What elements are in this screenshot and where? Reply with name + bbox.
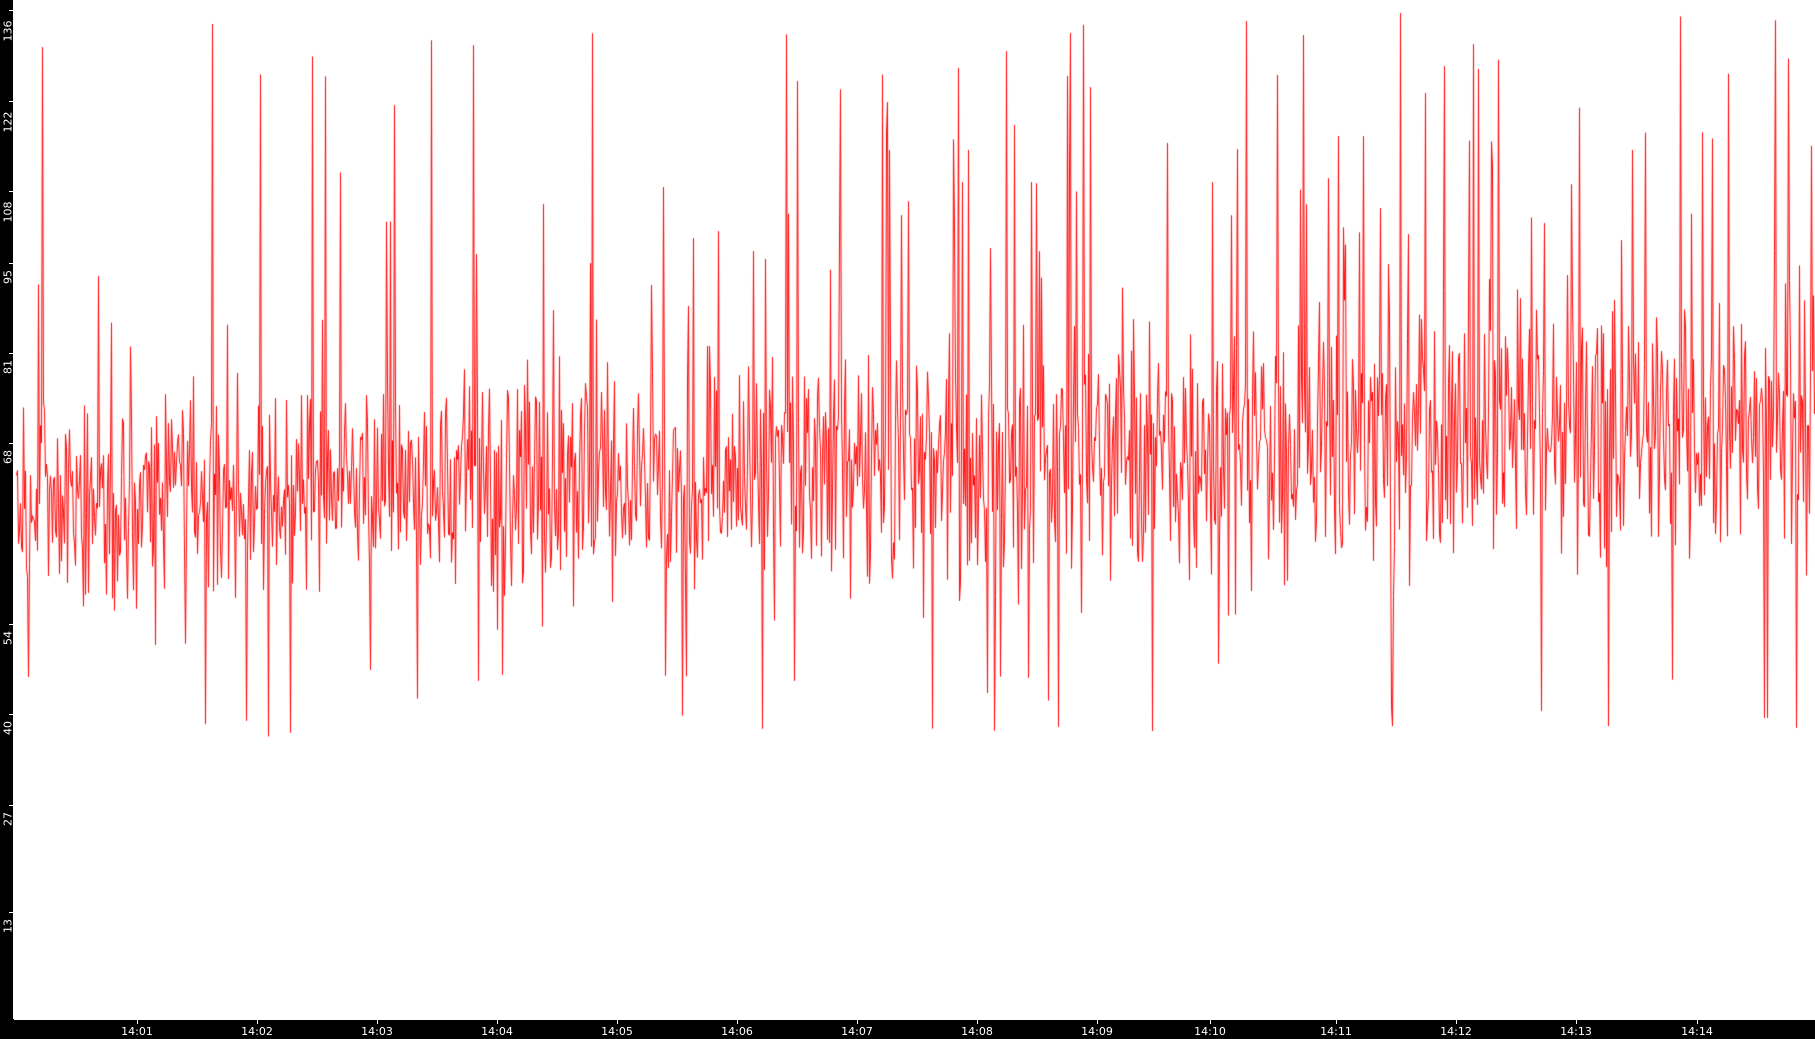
x-tick-mark: [977, 1019, 978, 1024]
x-tick-mark: [1336, 1019, 1337, 1024]
y-tick-label: 136: [1, 20, 15, 42]
y-tick-label: 13: [1, 919, 15, 933]
y-tick-mark: [9, 805, 14, 806]
y-tick-mark: [9, 443, 14, 444]
x-tick-mark: [857, 1019, 858, 1024]
x-tick-mark: [1697, 1019, 1698, 1024]
x-tick-mark: [737, 1019, 738, 1024]
x-tick-label: 14:08: [961, 1025, 993, 1038]
y-tick-label: 54: [1, 631, 15, 645]
x-tick-label: 14:03: [361, 1025, 393, 1038]
x-axis-line: [0, 1019, 1815, 1020]
value-axis: 136122108958168544027130: [0, 0, 15, 1030]
y-axis-line: [13, 0, 14, 1019]
x-tick-mark: [1576, 1019, 1577, 1024]
axis-origin-corner: [0, 1019, 14, 1039]
y-tick-label: 95: [1, 270, 15, 284]
x-tick-label: 14:07: [841, 1025, 873, 1038]
y-tick-mark: [9, 10, 14, 11]
time-axis: 14:01 14:02 14:03 14:04 14:05 14:06 14:07 14:08…: [0, 1019, 1815, 1039]
y-tick-mark: [9, 263, 14, 264]
y-tick-mark: [9, 101, 14, 102]
x-tick-mark: [1210, 1019, 1211, 1024]
x-tick-mark: [1456, 1019, 1457, 1024]
x-tick-label: 14:10: [1194, 1025, 1226, 1038]
y-tick-label: 122: [1, 111, 15, 133]
x-tick-label: 14:05: [601, 1025, 633, 1038]
y-tick-mark: [9, 912, 14, 913]
x-tick-mark: [1097, 1019, 1098, 1024]
y-tick-mark: [9, 624, 14, 625]
y-tick-label: 108: [1, 201, 15, 223]
x-tick-label: 14:14: [1681, 1025, 1713, 1038]
x-tick-label: 14:11: [1320, 1025, 1352, 1038]
x-tick-mark: [377, 1019, 378, 1024]
y-tick-label: 68: [1, 450, 15, 464]
x-tick-label: 14:04: [481, 1025, 513, 1038]
x-tick-label: 14:09: [1081, 1025, 1113, 1038]
x-tick-mark: [497, 1019, 498, 1024]
y-tick-mark: [9, 353, 14, 354]
x-tick-label: 14:13: [1560, 1025, 1592, 1038]
y-tick-label: 40: [1, 721, 15, 735]
x-tick-label: 14:06: [721, 1025, 753, 1038]
x-tick-label: 14:01: [121, 1025, 153, 1038]
y-tick-mark: [9, 191, 14, 192]
y-tick-label: 27: [1, 812, 15, 826]
y-tick-label: 81: [1, 360, 15, 374]
x-tick-label: 14:12: [1440, 1025, 1472, 1038]
x-tick-mark: [137, 1019, 138, 1024]
x-tick-label: 14:02: [241, 1025, 273, 1038]
x-tick-mark: [617, 1019, 618, 1024]
y-tick-mark: [9, 714, 14, 715]
x-tick-mark: [257, 1019, 258, 1024]
